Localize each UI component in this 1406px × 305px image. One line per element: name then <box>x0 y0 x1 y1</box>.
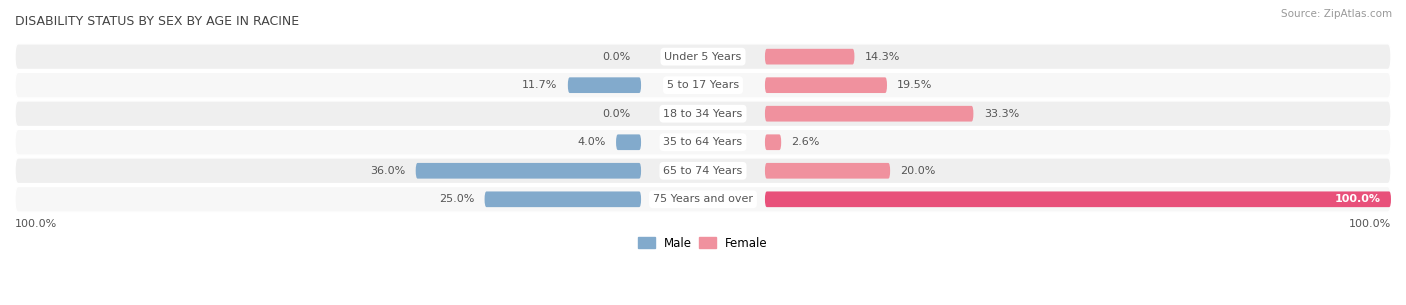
FancyBboxPatch shape <box>765 135 782 150</box>
Text: Under 5 Years: Under 5 Years <box>665 52 741 62</box>
Text: 5 to 17 Years: 5 to 17 Years <box>666 80 740 90</box>
FancyBboxPatch shape <box>15 72 1391 98</box>
Text: 33.3%: 33.3% <box>984 109 1019 119</box>
FancyBboxPatch shape <box>765 192 1391 207</box>
Text: 20.0%: 20.0% <box>900 166 936 176</box>
Text: 100.0%: 100.0% <box>1348 219 1391 229</box>
Text: 18 to 34 Years: 18 to 34 Years <box>664 109 742 119</box>
Text: 14.3%: 14.3% <box>865 52 900 62</box>
Text: 0.0%: 0.0% <box>603 52 631 62</box>
FancyBboxPatch shape <box>485 192 641 207</box>
Text: 100.0%: 100.0% <box>15 219 58 229</box>
Text: 25.0%: 25.0% <box>439 194 474 204</box>
FancyBboxPatch shape <box>568 77 641 93</box>
FancyBboxPatch shape <box>765 77 887 93</box>
FancyBboxPatch shape <box>765 106 973 122</box>
Text: 11.7%: 11.7% <box>522 80 558 90</box>
FancyBboxPatch shape <box>15 186 1391 212</box>
FancyBboxPatch shape <box>616 135 641 150</box>
Text: DISABILITY STATUS BY SEX BY AGE IN RACINE: DISABILITY STATUS BY SEX BY AGE IN RACIN… <box>15 15 299 28</box>
Text: 2.6%: 2.6% <box>792 137 820 147</box>
Text: 36.0%: 36.0% <box>370 166 405 176</box>
FancyBboxPatch shape <box>765 163 890 179</box>
Text: 75 Years and over: 75 Years and over <box>652 194 754 204</box>
FancyBboxPatch shape <box>416 163 641 179</box>
FancyBboxPatch shape <box>15 158 1391 184</box>
Text: 35 to 64 Years: 35 to 64 Years <box>664 137 742 147</box>
FancyBboxPatch shape <box>15 44 1391 70</box>
FancyBboxPatch shape <box>15 129 1391 155</box>
Text: 19.5%: 19.5% <box>897 80 932 90</box>
FancyBboxPatch shape <box>765 49 855 64</box>
FancyBboxPatch shape <box>15 101 1391 127</box>
Legend: Male, Female: Male, Female <box>634 232 772 254</box>
Text: 0.0%: 0.0% <box>603 109 631 119</box>
Text: 100.0%: 100.0% <box>1334 194 1381 204</box>
Text: 4.0%: 4.0% <box>578 137 606 147</box>
Text: 65 to 74 Years: 65 to 74 Years <box>664 166 742 176</box>
Text: Source: ZipAtlas.com: Source: ZipAtlas.com <box>1281 9 1392 19</box>
